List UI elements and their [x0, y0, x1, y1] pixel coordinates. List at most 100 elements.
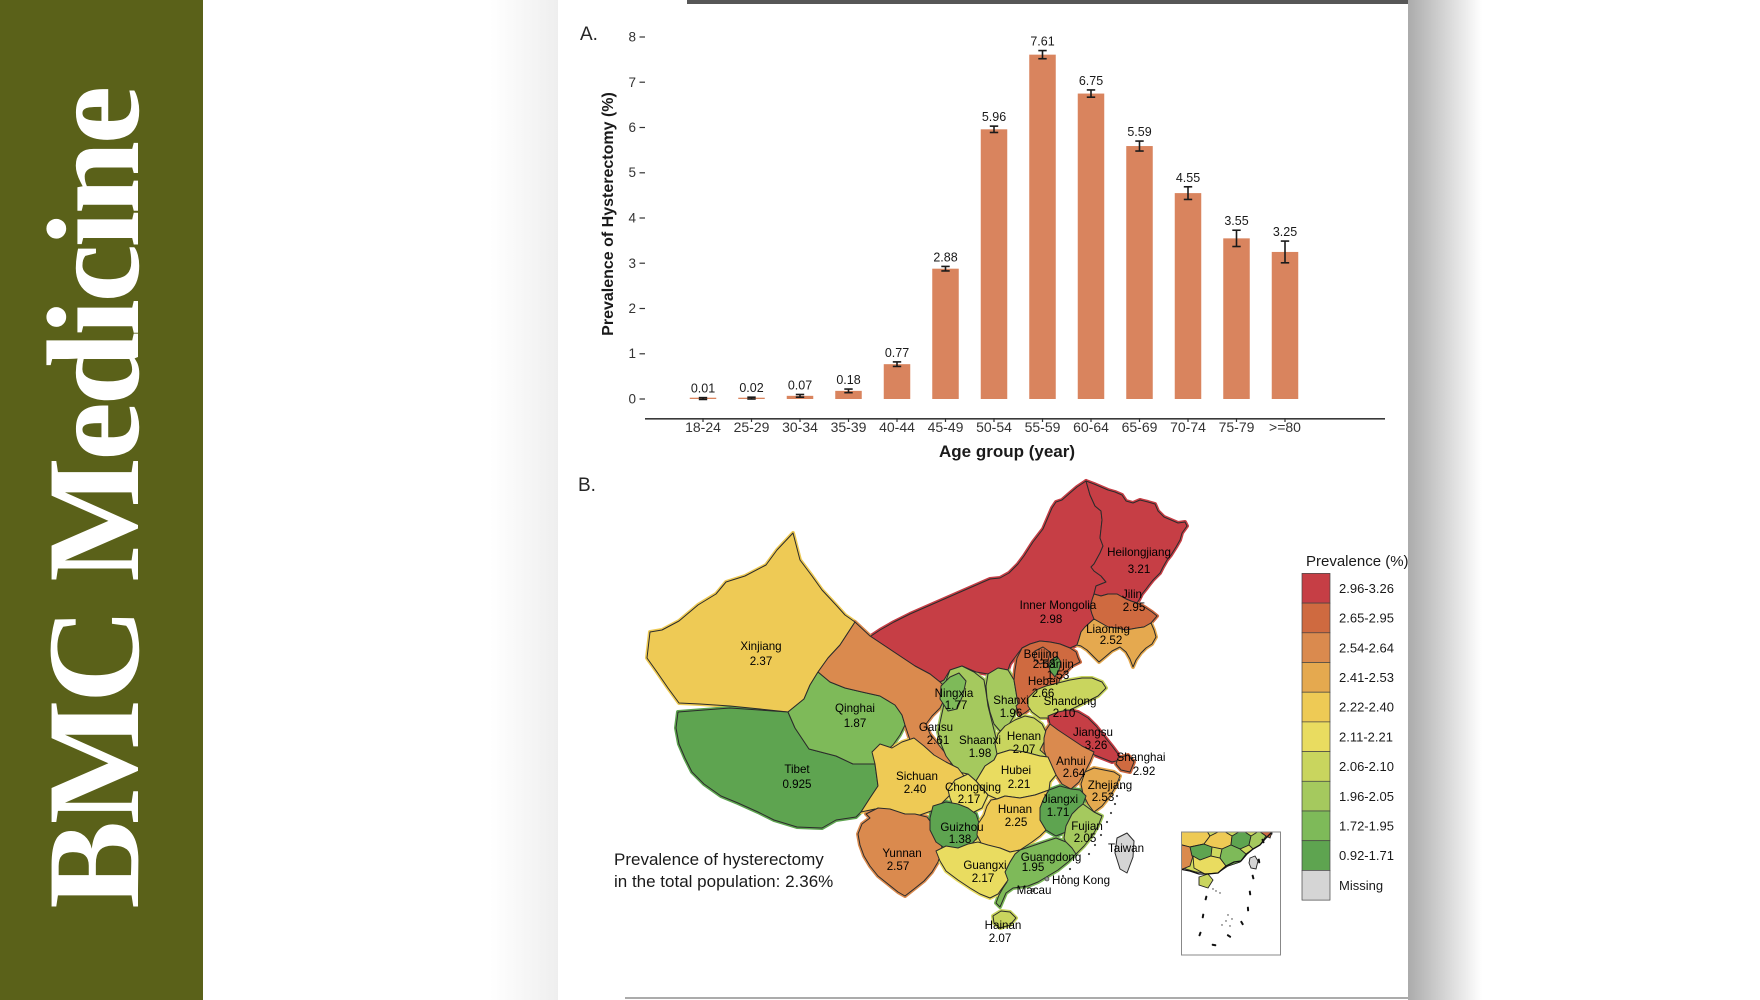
svg-text:Beijing: Beijing: [1024, 648, 1059, 661]
svg-text:75-79: 75-79: [1219, 419, 1255, 435]
svg-text:1.95: 1.95: [1022, 861, 1045, 874]
svg-text:1.38: 1.38: [949, 833, 972, 846]
svg-text:5.96: 5.96: [982, 110, 1006, 124]
svg-text:3.26: 3.26: [1085, 739, 1108, 752]
svg-text:3.55: 3.55: [1224, 214, 1248, 228]
svg-text:2.66: 2.66: [1032, 687, 1055, 700]
svg-text:1.96: 1.96: [1000, 707, 1023, 720]
svg-text:2.10: 2.10: [1053, 707, 1076, 720]
svg-text:2.92: 2.92: [1133, 765, 1156, 778]
svg-text:2.40: 2.40: [904, 783, 927, 796]
svg-text:Prevalence of Hysterectomy (%): Prevalence of Hysterectomy (%): [600, 92, 617, 336]
svg-text:2.05: 2.05: [1074, 832, 1097, 845]
svg-text:Jilin: Jilin: [1122, 588, 1142, 601]
svg-text:2.07: 2.07: [1013, 743, 1036, 756]
svg-text:1.77: 1.77: [945, 699, 968, 712]
svg-text:Tianjin: Tianjin: [1040, 658, 1074, 671]
svg-text:Macau: Macau: [1017, 884, 1052, 897]
svg-text:A.: A.: [580, 24, 598, 45]
svg-text:Prevalence (%): Prevalence (%): [1306, 553, 1409, 570]
svg-text:6: 6: [628, 120, 636, 135]
svg-text:Hainan: Hainan: [985, 919, 1022, 932]
svg-text:2.17: 2.17: [972, 872, 995, 885]
svg-text:5: 5: [628, 165, 636, 180]
svg-text:1.96-2.05: 1.96-2.05: [1339, 789, 1394, 804]
svg-text:Hunan: Hunan: [998, 803, 1032, 816]
svg-text:70-74: 70-74: [1170, 419, 1206, 435]
svg-text:2.25: 2.25: [1005, 816, 1028, 829]
svg-text:Shandong: Shandong: [1044, 695, 1097, 708]
svg-text:0.77: 0.77: [885, 346, 909, 360]
svg-text:in the total population: 2.36%: in the total population: 2.36%: [614, 872, 833, 891]
svg-text:Yunnan: Yunnan: [882, 847, 921, 860]
svg-text:7.61: 7.61: [1030, 35, 1054, 49]
svg-text:2.53: 2.53: [1033, 658, 1056, 671]
svg-text:1.87: 1.87: [844, 717, 867, 730]
svg-text:2.06-2.10: 2.06-2.10: [1339, 759, 1394, 774]
svg-text:0.92-1.71: 0.92-1.71: [1339, 848, 1394, 863]
svg-text:Chongqing: Chongqing: [945, 781, 1001, 794]
svg-text:2.96-3.26: 2.96-3.26: [1339, 581, 1394, 596]
svg-text:4.55: 4.55: [1176, 171, 1200, 185]
svg-text:0.925: 0.925: [782, 778, 811, 791]
svg-text:7: 7: [628, 75, 636, 90]
svg-text:1.71: 1.71: [1047, 806, 1070, 819]
svg-text:Anhui: Anhui: [1056, 755, 1086, 768]
svg-text:Guizhou: Guizhou: [940, 821, 983, 834]
svg-text:2: 2: [628, 301, 636, 316]
svg-text:25-29: 25-29: [734, 419, 770, 435]
svg-text:Hong Kong: Hong Kong: [1052, 874, 1110, 887]
svg-text:Fujian: Fujian: [1071, 820, 1103, 833]
svg-text:65-69: 65-69: [1122, 419, 1158, 435]
svg-text:0.07: 0.07: [788, 378, 812, 392]
svg-text:3.25: 3.25: [1273, 225, 1297, 239]
svg-text:Shanxi: Shanxi: [993, 694, 1028, 707]
svg-text:Shaanxi: Shaanxi: [959, 734, 1001, 747]
svg-text:Sichuan: Sichuan: [896, 770, 938, 783]
svg-text:1: 1: [628, 346, 636, 361]
svg-text:2.57: 2.57: [887, 860, 910, 873]
svg-text:55-59: 55-59: [1025, 419, 1061, 435]
svg-text:B.: B.: [578, 475, 596, 496]
svg-text:2.52: 2.52: [1100, 634, 1123, 647]
svg-text:35-39: 35-39: [831, 419, 867, 435]
svg-text:Jiangxi: Jiangxi: [1042, 793, 1078, 806]
svg-text:8: 8: [628, 30, 636, 45]
svg-text:2.65-2.95: 2.65-2.95: [1339, 611, 1394, 626]
svg-text:1.53: 1.53: [1047, 669, 1070, 682]
svg-text:Gansu: Gansu: [919, 721, 953, 734]
svg-text:Liaoning: Liaoning: [1086, 623, 1130, 636]
svg-text:30-34: 30-34: [782, 419, 818, 435]
svg-text:Zhejiang: Zhejiang: [1088, 779, 1132, 792]
svg-text:18-24: 18-24: [685, 419, 721, 435]
svg-text:60-64: 60-64: [1073, 419, 1109, 435]
svg-text:4: 4: [628, 211, 636, 226]
svg-text:2.07: 2.07: [989, 932, 1012, 945]
svg-text:45-49: 45-49: [928, 419, 964, 435]
svg-text:Shanghai: Shanghai: [1117, 751, 1166, 764]
svg-text:3: 3: [628, 256, 636, 271]
svg-text:1.72-1.95: 1.72-1.95: [1339, 819, 1394, 834]
svg-text:2.22-2.40: 2.22-2.40: [1339, 700, 1394, 715]
svg-text:2.37: 2.37: [750, 655, 773, 668]
svg-text:1.98: 1.98: [969, 747, 992, 760]
svg-text:6.75: 6.75: [1079, 74, 1103, 88]
svg-text:Heilongjiang: Heilongjiang: [1107, 546, 1171, 559]
svg-text:2.11-2.21: 2.11-2.21: [1339, 729, 1393, 744]
svg-text:2.64: 2.64: [1063, 767, 1086, 780]
svg-text:Hebei: Hebei: [1028, 675, 1058, 688]
svg-text:Guangdong: Guangdong: [1021, 851, 1082, 864]
svg-text:Prevalence of hysterectomy: Prevalence of hysterectomy: [614, 850, 824, 869]
svg-text:40-44: 40-44: [879, 419, 915, 435]
svg-text:3.21: 3.21: [1128, 563, 1151, 576]
svg-text:0.01: 0.01: [691, 382, 715, 396]
svg-text:Henan: Henan: [1007, 730, 1041, 743]
svg-text:50-54: 50-54: [976, 419, 1012, 435]
svg-text:2.53: 2.53: [1092, 791, 1115, 804]
svg-text:Inner Mongolia: Inner Mongolia: [1020, 599, 1097, 612]
svg-text:2.41-2.53: 2.41-2.53: [1339, 670, 1394, 685]
svg-text:Tibet: Tibet: [784, 763, 810, 776]
svg-text:2.88: 2.88: [933, 250, 957, 264]
svg-text:5.59: 5.59: [1127, 125, 1151, 139]
svg-text:2.21: 2.21: [1008, 778, 1031, 791]
